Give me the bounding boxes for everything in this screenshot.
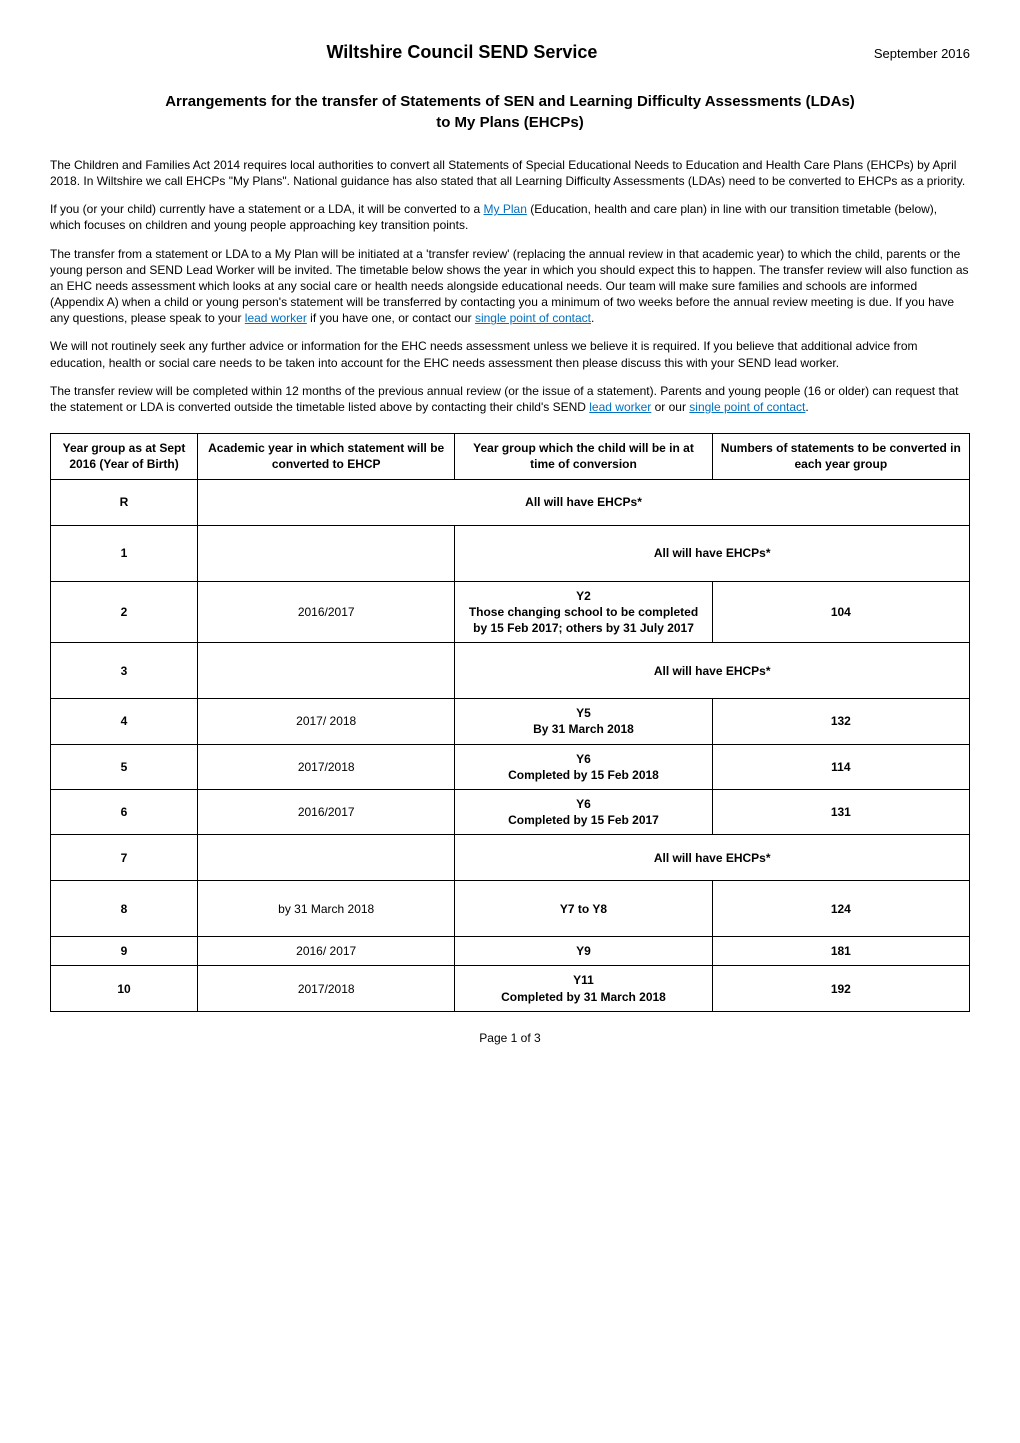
cell-year: 3 (51, 643, 198, 699)
cell-academic: 2016/ 2017 (198, 937, 455, 966)
p5-text-a: The transfer review will be completed wi… (50, 384, 959, 414)
col-header-numbers: Numbers of statements to be converted in… (712, 434, 969, 479)
cell-all-have: All will have EHCPs* (455, 643, 970, 699)
my-plan-link[interactable]: My Plan (484, 202, 527, 216)
cell-count: 114 (712, 744, 969, 789)
p3-text-b: if you have one, or contact our (307, 311, 475, 325)
cell-year: R (51, 479, 198, 525)
paragraph-3: The transfer from a statement or LDA to … (50, 246, 970, 327)
lead-worker-link-2[interactable]: lead worker (589, 400, 651, 414)
col-header-year-group: Year group as at Sept 2016 (Year of Birt… (51, 434, 198, 479)
lead-worker-link-1[interactable]: lead worker (245, 311, 307, 325)
paragraph-5: The transfer review will be completed wi… (50, 383, 970, 415)
cell-year: 8 (51, 881, 198, 937)
table-row: 8 by 31 March 2018 Y7 to Y8 124 (51, 881, 970, 937)
table-row: 9 2016/ 2017 Y9 181 (51, 937, 970, 966)
paragraph-2: If you (or your child) currently have a … (50, 201, 970, 233)
header-row: Wiltshire Council SEND Service September… (50, 40, 970, 64)
table-row: R All will have EHCPs* (51, 479, 970, 525)
cell-academic: 2017/2018 (198, 744, 455, 789)
table-row: 1 All will have EHCPs* (51, 525, 970, 581)
table-row: 2 2016/2017 Y2 Those changing school to … (51, 581, 970, 643)
page-footer: Page 1 of 3 (50, 1030, 970, 1046)
cell-group: Y11 Completed by 31 March 2018 (455, 966, 712, 1011)
cell-count: 181 (712, 937, 969, 966)
cell-academic (198, 835, 455, 881)
p5-text-b: or our (651, 400, 689, 414)
header-date: September 2016 (874, 45, 970, 63)
table-row: 10 2017/2018 Y11 Completed by 31 March 2… (51, 966, 970, 1011)
cell-group: Y6 Completed by 15 Feb 2017 (455, 789, 712, 834)
table-row: 3 All will have EHCPs* (51, 643, 970, 699)
cell-all-have: All will have EHCPs* (455, 525, 970, 581)
conversion-timetable: Year group as at Sept 2016 (Year of Birt… (50, 433, 970, 1012)
document-title: Arrangements for the transfer of Stateme… (160, 92, 860, 133)
cell-group: Y9 (455, 937, 712, 966)
cell-count: 124 (712, 881, 969, 937)
cell-year: 9 (51, 937, 198, 966)
cell-academic: 2017/ 2018 (198, 699, 455, 744)
paragraph-1: The Children and Families Act 2014 requi… (50, 157, 970, 189)
paragraph-4: We will not routinely seek any further a… (50, 338, 970, 370)
table-header-row: Year group as at Sept 2016 (Year of Birt… (51, 434, 970, 479)
cell-year: 2 (51, 581, 198, 643)
cell-year: 6 (51, 789, 198, 834)
cell-academic: by 31 March 2018 (198, 881, 455, 937)
cell-academic (198, 525, 455, 581)
cell-all-have: All will have EHCPs* (198, 479, 970, 525)
cell-group: Y6 Completed by 15 Feb 2018 (455, 744, 712, 789)
p5-text-c: . (805, 400, 808, 414)
single-point-of-contact-link-2[interactable]: single point of contact (689, 400, 805, 414)
p2-text-a: If you (or your child) currently have a … (50, 202, 484, 216)
cell-year: 7 (51, 835, 198, 881)
cell-count: 104 (712, 581, 969, 643)
cell-year: 4 (51, 699, 198, 744)
cell-count: 192 (712, 966, 969, 1011)
table-row: 4 2017/ 2018 Y5 By 31 March 2018 132 (51, 699, 970, 744)
cell-year: 1 (51, 525, 198, 581)
table-row: 7 All will have EHCPs* (51, 835, 970, 881)
org-title: Wiltshire Council SEND Service (50, 40, 874, 64)
cell-group: Y7 to Y8 (455, 881, 712, 937)
cell-academic: 2016/2017 (198, 789, 455, 834)
cell-academic: 2016/2017 (198, 581, 455, 643)
cell-count: 132 (712, 699, 969, 744)
cell-year: 5 (51, 744, 198, 789)
table-row: 6 2016/2017 Y6 Completed by 15 Feb 2017 … (51, 789, 970, 834)
cell-academic (198, 643, 455, 699)
cell-all-have: All will have EHCPs* (455, 835, 970, 881)
cell-year: 10 (51, 966, 198, 1011)
cell-group: Y2 Those changing school to be completed… (455, 581, 712, 643)
single-point-of-contact-link-1[interactable]: single point of contact (475, 311, 591, 325)
table-row: 5 2017/2018 Y6 Completed by 15 Feb 2018 … (51, 744, 970, 789)
col-header-year-group-at-conversion: Year group which the child will be in at… (455, 434, 712, 479)
p3-text-c: . (591, 311, 594, 325)
cell-academic: 2017/2018 (198, 966, 455, 1011)
cell-count: 131 (712, 789, 969, 834)
col-header-academic-year: Academic year in which statement will be… (198, 434, 455, 479)
cell-group: Y5 By 31 March 2018 (455, 699, 712, 744)
